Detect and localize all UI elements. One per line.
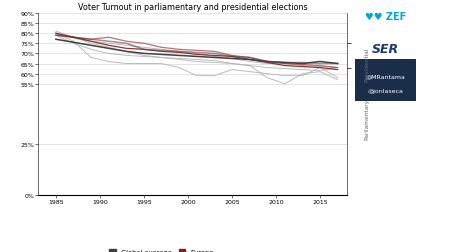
Legend: Global average, Europe: Global average, Europe [107, 246, 217, 252]
FancyBboxPatch shape [355, 60, 416, 101]
Text: SER: SER [372, 43, 399, 56]
Text: Global average for voter turnout was 66% in 2015: Global average for voter turnout was 66%… [9, 222, 254, 232]
Text: @jonlaseca: @jonlaseca [368, 88, 404, 93]
Text: @MRantama: @MRantama [366, 74, 405, 79]
Text: Presidential: Presidential [364, 47, 369, 82]
Title: Voter Turnout in parliamentary and presidential elections: Voter Turnout in parliamentary and presi… [77, 3, 307, 12]
Text: Parliamentary: Parliamentary [364, 99, 369, 140]
Text: ♥♥ ZEF: ♥♥ ZEF [365, 12, 406, 21]
